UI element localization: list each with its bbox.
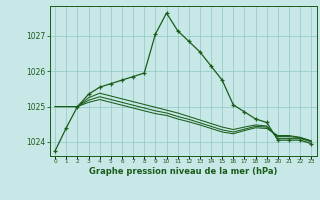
X-axis label: Graphe pression niveau de la mer (hPa): Graphe pression niveau de la mer (hPa)	[89, 167, 277, 176]
